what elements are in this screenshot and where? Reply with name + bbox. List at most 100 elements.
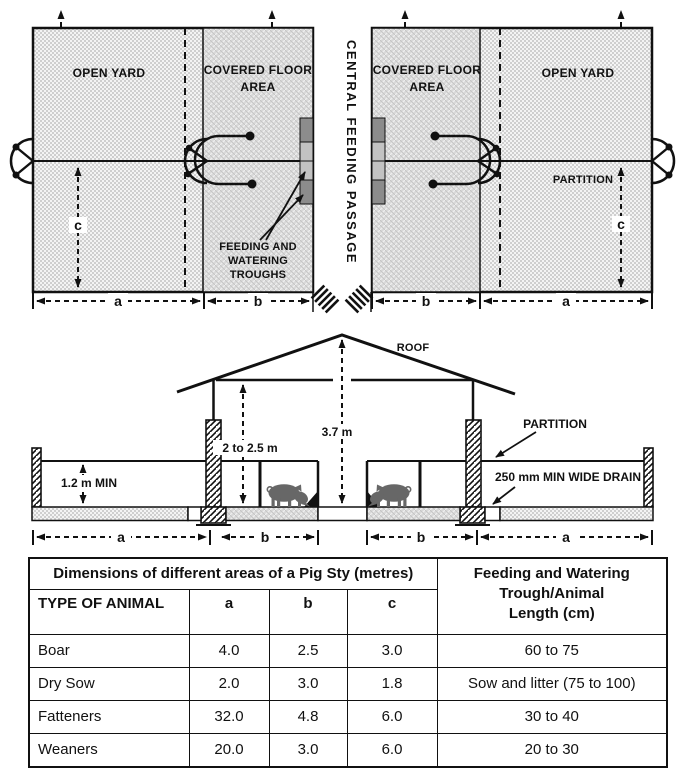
pig-icon-right	[366, 483, 412, 508]
covered-floor-right-label-1: COVERED FLOOR	[373, 63, 482, 77]
pig-icon-left	[266, 483, 312, 508]
yard-exit-arrows	[57, 10, 625, 27]
pig-sty-drawing: OPEN YARD OPEN YARD COVERED FLOOR AREA C…	[9, 10, 676, 545]
gate-swing-path-right	[433, 134, 492, 186]
section-dim-row: a b b a	[32, 529, 653, 545]
animal-name: Dry Sow	[28, 666, 190, 701]
plan-partition-label: PARTITION	[553, 174, 613, 186]
dimensions-table: Dimensions of different areas of a Pig S…	[28, 557, 669, 768]
section-dim-b-right: b	[417, 529, 426, 545]
gate-symbol-inner-right	[428, 131, 502, 189]
animal-name: Weaners	[28, 732, 190, 768]
section-dim-b-left: b	[261, 529, 270, 545]
svg-text:c: c	[617, 216, 625, 232]
gate-symbol-outer-right	[651, 137, 676, 185]
partition-pointer-arrow	[495, 431, 537, 458]
svg-text:3.7 m: 3.7 m	[322, 425, 353, 439]
table-row: Dry Sow 2.0 3.0 1.8 Sow and litter (75 t…	[28, 666, 668, 701]
plan-dim-b-right: b	[422, 293, 431, 309]
left-pen-block	[31, 26, 315, 294]
value-a: 2.0	[188, 666, 270, 701]
yard-wall-left	[31, 447, 42, 508]
cross-section-view: ROOF	[31, 333, 654, 545]
passage-gate-icon-left	[310, 284, 340, 314]
dim-shed-height: 2 to 2.5 m	[213, 384, 287, 504]
passage-gate-icon-right	[344, 284, 374, 314]
table-row: Fatteners 32.0 4.8 6.0 30 to 40	[28, 699, 668, 734]
value-c: 6.0	[346, 732, 438, 768]
value-a: 4.0	[188, 633, 270, 668]
drain-left	[187, 506, 202, 522]
drain-label: 250 mm MIN WIDE DRAIN	[495, 470, 641, 484]
value-c: 1.8	[346, 666, 438, 701]
column-right	[455, 419, 490, 526]
animal-name: Fatteners	[28, 699, 190, 734]
covered-floor-left-label-1: COVERED FLOOR	[204, 63, 313, 77]
floor-strip	[31, 506, 654, 522]
drain-pointer-arrow	[492, 486, 516, 505]
dim-ridge-height: 3.7 m	[317, 339, 357, 504]
svg-text:c: c	[74, 217, 82, 233]
trough-blocks-left	[299, 117, 314, 205]
column-header-c: c	[346, 588, 438, 635]
animal-column-header: TYPE OF ANIMAL	[28, 588, 190, 635]
value-trough: Sow and litter (75 to 100)	[436, 666, 668, 701]
value-a: 32.0	[188, 699, 270, 734]
svg-text:2 to 2.5 m: 2 to 2.5 m	[222, 441, 277, 455]
gate-symbol-outer-left	[9, 137, 34, 185]
plan-dim-a-right: a	[562, 293, 570, 309]
roof-label: ROOF	[397, 342, 430, 354]
passage-floor	[317, 506, 368, 522]
plan-dim-a-left: a	[114, 293, 122, 309]
covered-floor-left-label-2: AREA	[240, 80, 275, 94]
table-title: Dimensions of different areas of a Pig S…	[28, 557, 438, 590]
open-yard-left-label: OPEN YARD	[73, 66, 146, 80]
trough-pointer-arrow-2	[259, 194, 304, 241]
trough-header-cell: Feeding and Watering Trough/Animal Lengt…	[436, 557, 668, 635]
plan-dim-c-right: c	[612, 167, 630, 288]
gate-swing-path-left	[193, 134, 252, 186]
section-dim-a-left: a	[117, 529, 125, 545]
trough-header-line3: Length (cm)	[508, 605, 595, 622]
trough-pointer-arrow-1	[265, 171, 306, 241]
dimensions-table-container: Dimensions of different areas of a Pig S…	[28, 557, 669, 768]
roof-slopes	[176, 333, 516, 396]
table-row: Boar 4.0 2.5 3.0 60 to 75	[28, 633, 668, 668]
plan-dim-c-left: c	[69, 167, 87, 288]
feeding-troughs-label-1: FEEDING AND	[219, 241, 297, 253]
dim-wall-height: 1.2 m MIN	[56, 464, 122, 504]
covered-floor-right-label-2: AREA	[409, 80, 444, 94]
yard-wall-right	[643, 447, 654, 508]
value-c: 6.0	[346, 699, 438, 734]
trough-header-line1: Feeding and Watering	[473, 565, 630, 582]
value-b: 2.5	[268, 633, 348, 668]
plan-view: OPEN YARD OPEN YARD COVERED FLOOR AREA C…	[9, 10, 676, 314]
plan-dim-row: a b b a	[32, 293, 653, 309]
value-a: 20.0	[188, 732, 270, 768]
value-trough: 20 to 30	[436, 732, 668, 768]
trough-triangle-left	[304, 491, 318, 507]
right-pen-block	[370, 26, 654, 294]
section-dim-a-right: a	[562, 529, 570, 545]
column-header-a: a	[188, 588, 270, 635]
animal-name: Boar	[28, 633, 190, 668]
table-title-row: Dimensions of different areas of a Pig S…	[28, 557, 668, 635]
value-b: 3.0	[268, 732, 348, 768]
svg-text:1.2 m MIN: 1.2 m MIN	[61, 476, 117, 490]
section-partition-label: PARTITION	[523, 417, 587, 431]
plan-dim-b-left: b	[254, 293, 263, 309]
value-trough: 30 to 40	[436, 699, 668, 734]
drain-right	[484, 506, 501, 522]
value-c: 3.0	[346, 633, 438, 668]
table-row: Weaners 20.0 3.0 6.0 20 to 30	[28, 732, 668, 768]
trough-blocks-right	[371, 117, 386, 205]
column-header-b: b	[268, 588, 348, 635]
central-passage-label: CENTRAL FEEDING PASSAGE	[344, 40, 359, 264]
trough-header-line2: Trough/Animal	[499, 585, 605, 602]
value-b: 4.8	[268, 699, 348, 734]
value-trough: 60 to 75	[436, 633, 668, 668]
feeding-troughs-label-3: TROUGHS	[230, 269, 286, 281]
value-b: 3.0	[268, 666, 348, 701]
open-yard-right-label: OPEN YARD	[542, 66, 615, 80]
